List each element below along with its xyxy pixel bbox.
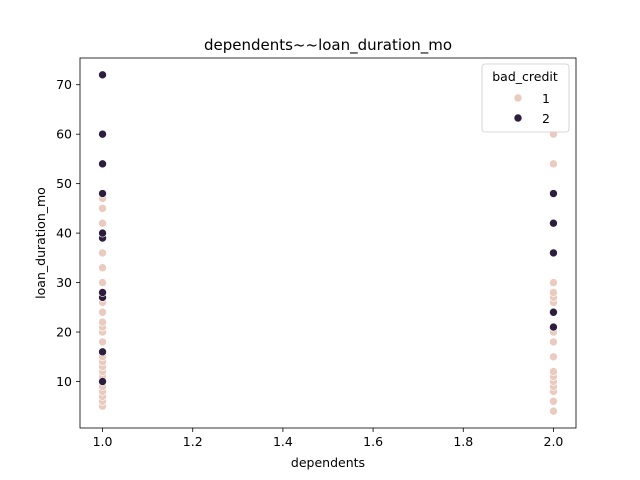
- plot-frame: [79, 57, 577, 429]
- x-tick-label: 1.0: [93, 434, 113, 449]
- y-tick-label: 20: [56, 325, 72, 340]
- points-layer: [98, 70, 558, 416]
- data-point-series-1: [549, 278, 558, 287]
- data-point-series-2: [98, 189, 107, 198]
- data-point-series-1: [549, 367, 558, 376]
- data-point-series-1: [549, 396, 558, 406]
- data-point-series-1: [549, 159, 558, 169]
- data-point-series-2: [98, 159, 107, 169]
- legend-label-1: 1: [542, 91, 550, 106]
- y-tick-label: 40: [56, 226, 72, 241]
- x-axis-ticks: 1.0 1.2 1.4 1.6 1.8 2.0: [93, 428, 564, 449]
- data-point-series-1: [98, 263, 107, 273]
- data-point-series-1: [98, 218, 107, 228]
- data-point-series-1: [98, 307, 107, 317]
- data-point-series-2: [98, 70, 107, 80]
- data-point-series-2: [549, 248, 558, 258]
- legend-title: bad_credit: [492, 69, 558, 84]
- data-point-series-1: [549, 406, 558, 416]
- data-point-series-1: [549, 337, 558, 347]
- y-axis-title: loan_duration_mo: [33, 187, 48, 299]
- data-point-series-1: [98, 278, 107, 287]
- data-point-series-1: [98, 204, 107, 213]
- legend-marker-1: [513, 93, 523, 103]
- data-point-series-1: [98, 317, 107, 327]
- x-tick-label: 1.8: [453, 434, 473, 449]
- data-point-series-2: [549, 218, 558, 228]
- data-point-series-2: [98, 228, 107, 238]
- y-tick-label: 70: [56, 77, 72, 92]
- y-tick-label: 30: [56, 275, 72, 290]
- y-tick-label: 10: [56, 374, 72, 389]
- legend-box: [481, 63, 570, 133]
- y-axis-ticks: 10 20 30 40 50 60 70: [56, 77, 80, 389]
- data-point-series-1: [549, 352, 558, 362]
- data-point-series-2: [98, 129, 107, 139]
- legend-marker-2: [513, 113, 523, 123]
- x-tick-label: 2.0: [544, 434, 564, 449]
- x-tick-label: 1.4: [273, 434, 293, 449]
- y-tick-label: 60: [56, 127, 72, 142]
- legend-label-2: 2: [542, 111, 550, 126]
- data-point-series-2: [549, 307, 558, 317]
- chart-title: dependents~~loan_duration_mo: [204, 36, 452, 55]
- data-point-series-1: [98, 248, 107, 258]
- data-point-series-1: [98, 337, 107, 347]
- legend: bad_credit 1 2: [481, 63, 570, 133]
- data-point-series-2: [98, 288, 107, 297]
- data-point-series-2: [98, 377, 107, 386]
- data-point-series-2: [549, 189, 558, 198]
- x-axis-title: dependents: [291, 455, 365, 470]
- x-tick-label: 1.6: [363, 434, 383, 449]
- y-tick-label: 50: [56, 176, 72, 191]
- data-point-series-2: [98, 347, 107, 357]
- data-point-series-2: [549, 322, 558, 332]
- x-tick-label: 1.2: [183, 434, 203, 449]
- data-point-series-1: [549, 288, 558, 297]
